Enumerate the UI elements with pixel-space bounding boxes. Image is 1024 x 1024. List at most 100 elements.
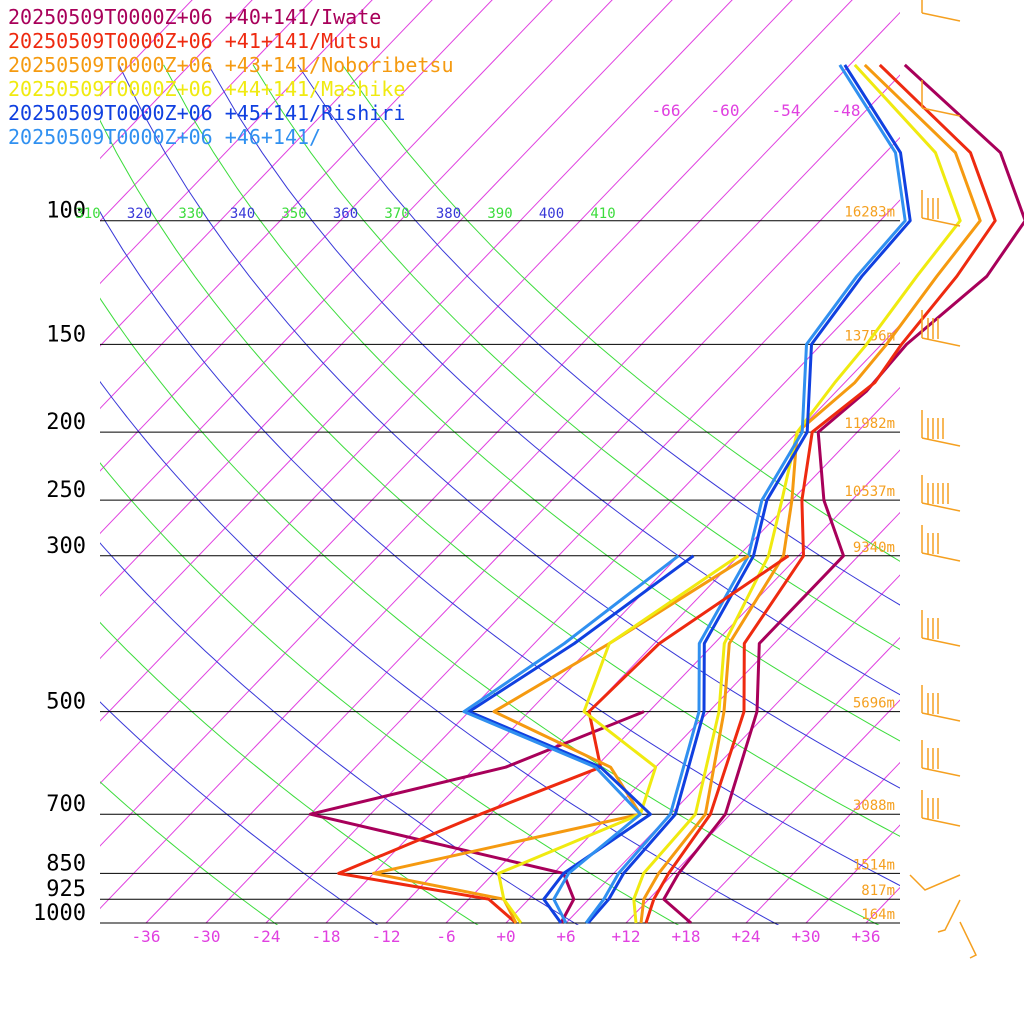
height-label: 11982m <box>844 416 895 432</box>
height-label: 10537m <box>844 484 895 500</box>
wind-barb-low <box>937 899 961 933</box>
dry-adiabat-line <box>342 64 900 562</box>
dry-adiabat-line <box>100 462 680 925</box>
isotherm-line <box>505 511 900 924</box>
isotherm-line <box>565 574 900 924</box>
wind-barb-shaft <box>921 502 961 512</box>
top-temperature-label: -54 <box>772 101 801 120</box>
temperature-tick-label: +36 <box>852 927 881 946</box>
height-label: 5696m <box>853 696 895 712</box>
height-label: 164m <box>861 907 895 923</box>
height-label: 9340m <box>853 540 895 556</box>
top-temperature-labels: -66 -60 -54 -48 <box>652 101 861 120</box>
isotherm-line <box>445 449 900 924</box>
isotherm-line <box>100 0 373 285</box>
sounding-series <box>308 63 1024 925</box>
dry-adiabat-line <box>252 64 900 651</box>
theta-label: 350 <box>281 206 306 222</box>
wind-barb-shaft <box>921 337 961 347</box>
series-line <box>308 710 645 924</box>
height-label: 13756m <box>844 328 895 344</box>
dry-adiabat-line <box>100 297 880 925</box>
pressure-label: 1000 <box>33 901 86 926</box>
isotherm-line <box>100 0 433 347</box>
dry-adiabat-line <box>297 64 900 606</box>
wind-barb-low <box>909 874 961 891</box>
pressure-label: 500 <box>46 690 86 715</box>
temperature-tick-label: +18 <box>672 927 701 946</box>
isotherm-line <box>685 699 900 924</box>
temperature-tick-label: +0 <box>496 927 515 946</box>
pressure-label: 150 <box>46 322 86 347</box>
height-label: 16283m <box>844 205 895 221</box>
temperature-tick-label: +24 <box>732 927 761 946</box>
legend-entry: 20250509T0000Z+06 +45+141/Rishiri <box>8 101 405 125</box>
theta-labels: 310 320 330 340 350 360 370 380 390 400 410 <box>75 206 615 222</box>
isotherm-line <box>100 0 313 222</box>
series-line <box>462 554 680 924</box>
temperature-tick-label: +6 <box>556 927 575 946</box>
dry-adiabat-line <box>100 542 579 925</box>
pressure-label: 250 <box>46 478 86 503</box>
isobar-grid <box>100 220 900 924</box>
height-labels: 16283m 13756m 11982m 10537m 9340m 5696m 3088m 1… <box>844 205 895 923</box>
wind-barb-shaft <box>921 637 961 647</box>
isotherm-line <box>625 636 900 924</box>
isotherm-line <box>100 0 493 410</box>
dry-adiabat-grid <box>100 64 900 925</box>
theta-label: 410 <box>590 206 615 222</box>
isotherm-line <box>385 386 900 924</box>
dry-adiabat-line <box>118 64 900 789</box>
top-temperature-label: -66 <box>652 101 681 120</box>
legend-entry: 20250509T0000Z+06 +43+141/Noboribetsu <box>8 53 454 77</box>
temperature-tick-labels: -36 -30 -24 -18 -12 -6 +0 +6 +12 +18 +24 +30 +36 <box>132 927 881 946</box>
pressure-label: 850 <box>46 851 86 876</box>
dry-adiabat-line <box>100 210 900 887</box>
temperature-tick-label: -30 <box>192 927 221 946</box>
series-line <box>632 63 962 924</box>
isotherm-line <box>986 0 1024 923</box>
theta-label: 400 <box>539 206 564 222</box>
dry-adiabat-line <box>100 701 379 925</box>
legend-entry: 20250509T0000Z+06 +40+141/Iwate <box>8 5 381 29</box>
wind-barb-shaft <box>921 767 961 777</box>
dry-adiabat-line <box>207 64 900 696</box>
theta-label: 310 <box>75 206 100 222</box>
series-line <box>662 63 1024 925</box>
wind-barb-shaft <box>921 712 961 722</box>
temperature-tick-label: +30 <box>792 927 821 946</box>
dry-adiabat-line <box>100 119 900 837</box>
top-temperature-label: -60 <box>711 101 740 120</box>
temperature-tick-label: -6 <box>436 927 455 946</box>
temperature-tick-label: -24 <box>252 927 281 946</box>
temperature-tick-label: -36 <box>132 927 161 946</box>
isotherm-line <box>205 199 900 924</box>
temperature-tick-label: -18 <box>312 927 341 946</box>
theta-label: 340 <box>230 206 255 222</box>
wind-barb-shaft <box>921 12 961 22</box>
dry-adiabat-line <box>100 380 780 925</box>
theta-label: 360 <box>333 206 358 222</box>
series-line <box>639 63 982 924</box>
height-label: 1514m <box>853 857 895 873</box>
wind-barbs <box>909 0 977 959</box>
dry-adiabat-line <box>100 781 279 925</box>
series-line <box>586 64 912 924</box>
wind-barb-shaft <box>921 552 961 562</box>
theta-label: 390 <box>487 206 512 222</box>
series-line <box>467 554 695 924</box>
temperature-tick-label: -12 <box>372 927 401 946</box>
pressure-label: 200 <box>46 410 86 435</box>
theta-label: 380 <box>436 206 461 222</box>
height-label: 3088m <box>853 798 895 814</box>
legend: 20250509T0000Z+06 +40+141/Iwate 20250509T… <box>8 5 454 149</box>
theta-label: 320 <box>127 206 152 222</box>
series-line <box>337 554 790 925</box>
wind-barb-shaft <box>921 817 961 827</box>
temperature-tick-label: +12 <box>612 927 641 946</box>
dry-adiabat-line <box>163 64 900 742</box>
isotherm-line <box>100 0 253 160</box>
pressure-label: 700 <box>46 792 86 817</box>
